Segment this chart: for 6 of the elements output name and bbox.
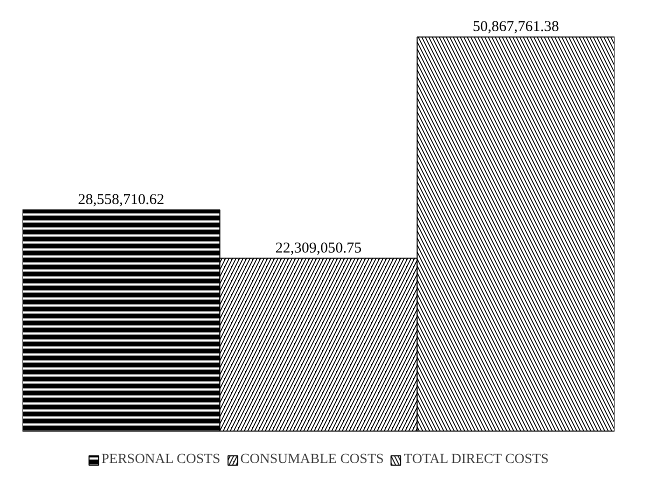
data-label: 22,309,050.75 [275, 240, 362, 256]
legend-label: TOTAL DIRECT COSTS [404, 452, 549, 468]
data-label: 50,867,761.38 [472, 19, 559, 36]
data-label: 28,558,710.62 [78, 192, 164, 208]
legend-label: CONSUMABLE COSTS [240, 452, 384, 468]
legend-label: PERSONAL COSTS [101, 452, 220, 468]
